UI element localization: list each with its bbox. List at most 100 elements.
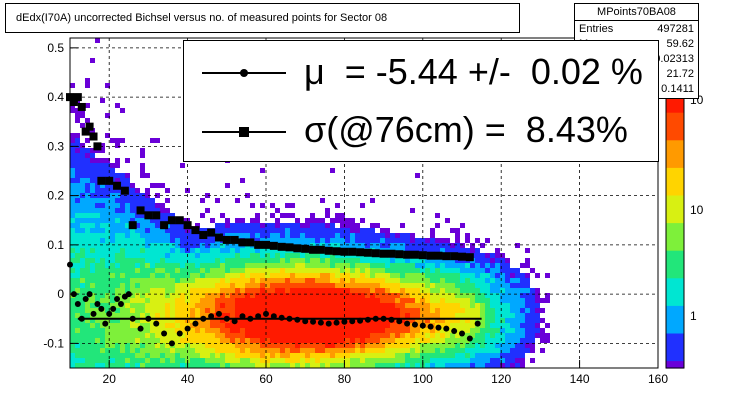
heatmap-cell [510, 348, 515, 353]
heatmap-cell [365, 233, 370, 238]
heatmap-cell [85, 153, 90, 158]
heatmap-cell [500, 348, 505, 353]
heatmap-cell [410, 328, 415, 333]
heatmap-cell [465, 248, 470, 253]
heatmap-cell [160, 343, 165, 348]
heatmap-cell [100, 218, 105, 223]
heatmap-cell [520, 283, 525, 288]
heatmap-cell [295, 348, 300, 353]
heatmap-cell [385, 288, 390, 293]
heatmap-cell [175, 308, 180, 313]
heatmap-cell [430, 283, 435, 288]
heatmap-cell [500, 258, 505, 263]
heatmap-cell [455, 353, 460, 358]
heatmap-cell [175, 333, 180, 338]
heatmap-cell [485, 308, 490, 313]
heatmap-cell [85, 198, 90, 203]
heatmap-cell [310, 223, 315, 228]
heatmap-cell [445, 358, 450, 363]
heatmap-cell [490, 293, 495, 298]
heatmap-cell [180, 278, 185, 283]
heatmap-cell [215, 268, 220, 273]
heatmap-cell [375, 268, 380, 273]
heatmap-cell [370, 233, 375, 238]
heatmap-cell [445, 238, 450, 243]
heatmap-cell [425, 323, 430, 328]
heatmap-cell [75, 163, 80, 168]
heatmap-cell [225, 233, 230, 238]
heatmap-cell [355, 258, 360, 263]
heatmap-cell [360, 233, 365, 238]
heatmap-cell [90, 348, 95, 353]
heatmap-cell [160, 363, 165, 368]
mu-point [145, 315, 152, 322]
heatmap-cell [320, 233, 325, 238]
heatmap-cell [160, 233, 165, 238]
heatmap-cell [355, 348, 360, 353]
heatmap-cell [165, 343, 170, 348]
heatmap-cell [310, 338, 315, 343]
heatmap-cell [80, 173, 85, 178]
heatmap-cell [255, 253, 260, 258]
heatmap-cell [340, 348, 345, 353]
heatmap-cell [330, 313, 335, 318]
heatmap-cell [400, 223, 405, 228]
heatmap-cell [110, 168, 115, 173]
heatmap-cell [190, 308, 195, 313]
heatmap-cell [275, 228, 280, 233]
heatmap-cell [375, 238, 380, 243]
heatmap-cell [430, 318, 435, 323]
heatmap-cell [380, 313, 385, 318]
heatmap-cell [405, 258, 410, 263]
heatmap-cell [330, 273, 335, 278]
heatmap-cell [190, 328, 195, 333]
heatmap-cell [105, 363, 110, 368]
heatmap-cell [320, 223, 325, 228]
heatmap-cell [390, 303, 395, 308]
heatmap-cell [520, 358, 525, 363]
heatmap-cell [285, 313, 290, 318]
heatmap-cell [445, 343, 450, 348]
heatmap-cell [245, 268, 250, 273]
heatmap-cell [375, 353, 380, 358]
heatmap-cell [120, 333, 125, 338]
heatmap-cell [405, 318, 410, 323]
heatmap-cell [195, 248, 200, 253]
sigma-point [262, 240, 270, 249]
heatmap-cell [545, 323, 550, 328]
heatmap-cell [265, 328, 270, 333]
heatmap-cell [240, 363, 245, 368]
heatmap-cell [100, 188, 105, 193]
heatmap-cell [95, 223, 100, 228]
heatmap-cell [480, 288, 485, 293]
heatmap-cell [375, 293, 380, 298]
heatmap-cell [115, 323, 120, 328]
colorbar-segment [666, 112, 684, 121]
heatmap-cell [395, 263, 400, 268]
heatmap-cell [445, 353, 450, 358]
heatmap-cell [380, 288, 385, 293]
heatmap-cell [240, 278, 245, 283]
mu-point [255, 313, 262, 320]
heatmap-cell [245, 358, 250, 363]
heatmap-cell [475, 313, 480, 318]
heatmap-cell [85, 348, 90, 353]
heatmap-cell [110, 188, 115, 193]
heatmap-cell [400, 293, 405, 298]
heatmap-cell [100, 303, 105, 308]
heatmap-cell [160, 273, 165, 278]
heatmap-cell [270, 318, 275, 323]
heatmap-cell [280, 293, 285, 298]
heatmap-cell [315, 343, 320, 348]
heatmap-cell [240, 328, 245, 333]
heatmap-cell [270, 278, 275, 283]
heatmap-cell [135, 358, 140, 363]
heatmap-cell [105, 238, 110, 243]
heatmap-cell [340, 243, 345, 248]
heatmap-cell [265, 253, 270, 258]
heatmap-cell [95, 243, 100, 248]
heatmap-cell [170, 228, 175, 233]
heatmap-cell [300, 268, 305, 273]
heatmap-cell [285, 253, 290, 258]
